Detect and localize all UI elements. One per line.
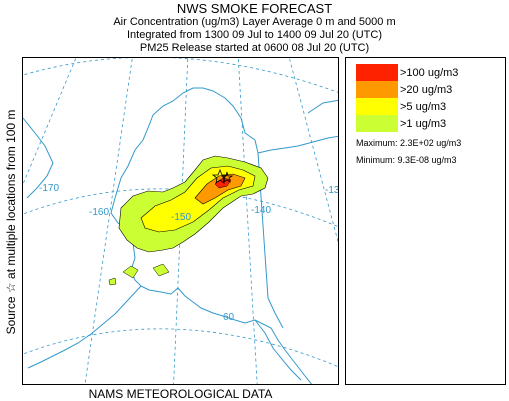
smoke-plume <box>108 155 269 286</box>
lon-line-130 <box>288 58 338 244</box>
aleutian-chain <box>27 285 142 369</box>
legend-label-20: >20 ug/m3 <box>400 83 453 96</box>
lon-label-160: -160 <box>89 207 109 218</box>
source-markers <box>211 168 234 184</box>
alaska-map: -170 -160 -150 -140 -130 60 <box>23 58 339 384</box>
siberia-coast <box>23 117 54 199</box>
lat-label-60: 60 <box>223 312 235 323</box>
legend-swatch-20 <box>356 81 398 98</box>
canada-alaska-border <box>257 152 284 329</box>
legend-swatch-100 <box>356 64 398 81</box>
legend-label-1: >1 ug/m3 <box>400 117 447 130</box>
legend-item-5: >5 ug/m3 <box>356 98 446 115</box>
source-star-icon <box>211 168 229 184</box>
lon-line-160 <box>84 58 133 384</box>
lon-label-170: -170 <box>39 183 59 194</box>
arctic-islands <box>307 99 338 114</box>
legend-item-1: >1 ug/m3 <box>356 115 446 132</box>
lat-line-50 <box>23 328 338 368</box>
canada-arctic-coast <box>257 135 338 154</box>
map-panel: -170 -160 -150 -140 -130 60 <box>22 57 339 385</box>
legend-item-20: >20 ug/m3 <box>356 81 452 98</box>
lon-line-170 <box>23 58 77 186</box>
lon-line-140 <box>237 58 258 384</box>
lon-label-130: -130 <box>325 185 339 196</box>
source-star-icon <box>220 171 234 183</box>
source-text: Source ☆ at multiple locations from 100 … <box>4 109 18 335</box>
maximum-value: Maximum: 2.3E+02 ug/m3 <box>356 138 462 148</box>
concentration-subtitle: Air Concentration (ug/m3) Layer Average … <box>113 16 396 28</box>
plume-fragment-west <box>122 265 139 279</box>
southeast-coast <box>254 319 302 381</box>
forecast-title: NWS SMOKE FORECAST <box>176 1 333 16</box>
integration-period: Integrated from 1300 09 Jul to 1400 09 J… <box>127 29 382 41</box>
lon-label-150: -150 <box>171 212 191 223</box>
legend-panel: >100 ug/m3 >20 ug/m3 >5 ug/m3 >1 ug/m3 M… <box>345 57 506 385</box>
plume-fragment-aleutian <box>108 277 117 286</box>
plume-20ug-contour <box>194 173 246 205</box>
meteorological-data-label: NAMS METEOROLOGICAL DATA <box>88 387 273 401</box>
source-side-label: Source ☆ at multiple locations from 100 … <box>2 58 20 386</box>
legend-swatch-1 <box>356 115 398 132</box>
lat-line-70 <box>23 58 338 93</box>
alaska-south-coast <box>140 285 313 384</box>
plume-100ug-contour <box>214 177 232 189</box>
plume-fragment-south <box>152 263 170 277</box>
lon-label-140: -140 <box>251 205 271 216</box>
release-info: PM25 Release started at 0600 08 Jul 20 (… <box>139 42 370 54</box>
legend-item-100: >100 ug/m3 <box>356 64 458 81</box>
legend-label-100: >100 ug/m3 <box>400 66 459 79</box>
legend-swatch-5 <box>356 98 398 115</box>
minimum-value: Minimum: 9.3E-08 ug/m3 <box>356 155 457 165</box>
legend-label-5: >5 ug/m3 <box>400 100 447 113</box>
